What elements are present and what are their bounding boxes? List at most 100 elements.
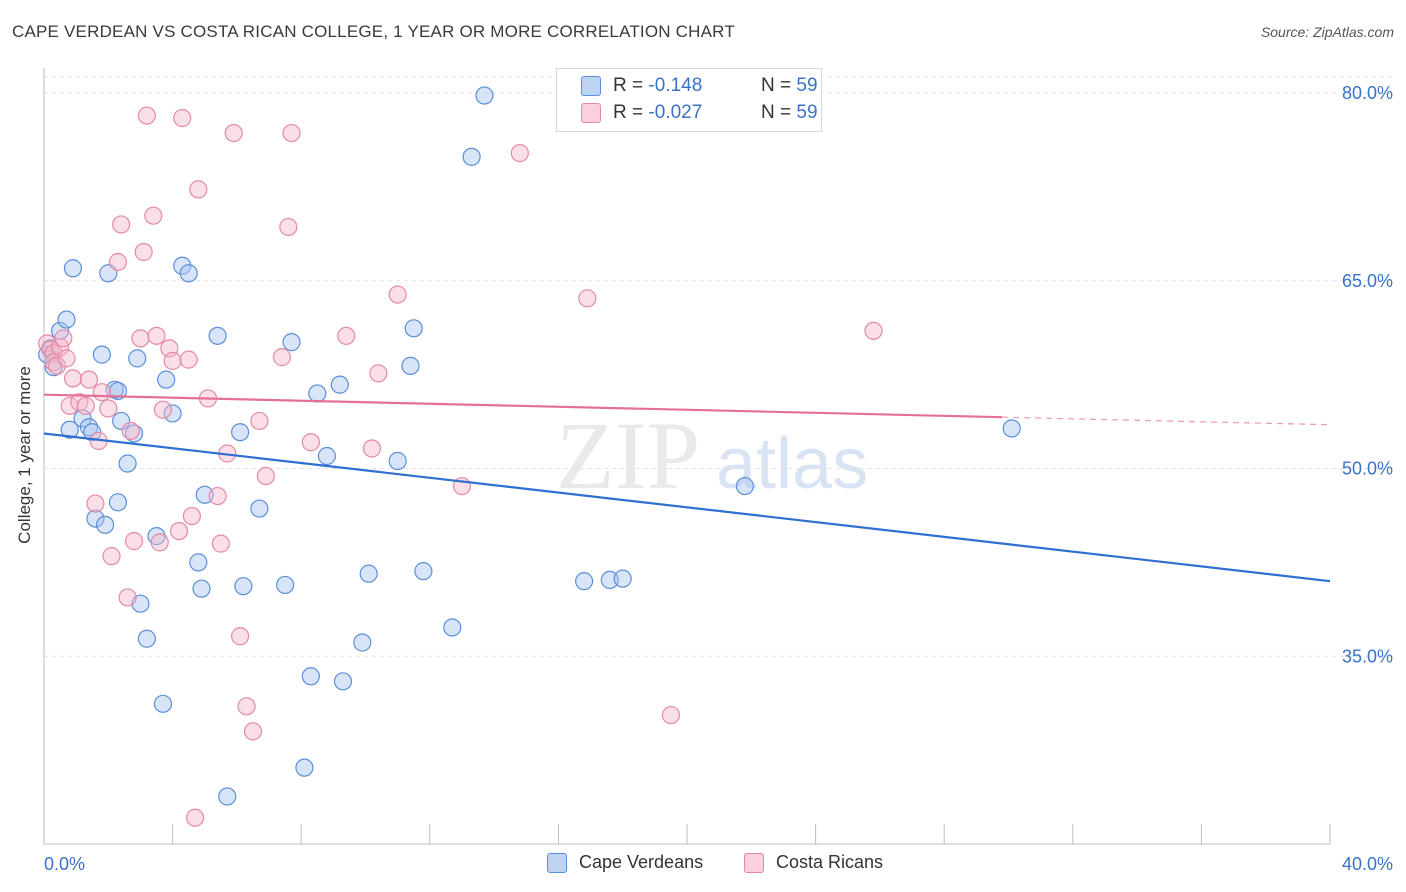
- costa-rican-point: [102, 547, 121, 566]
- costa-rican-point: [118, 588, 137, 607]
- blue-swatch-icon: [581, 76, 601, 96]
- cape-verdean-point: [108, 493, 128, 512]
- cape-verdean-point: [388, 451, 407, 471]
- costa-rican-point: [47, 356, 66, 375]
- cape-verdean-point: [208, 326, 227, 345]
- cape-verdean-point: [173, 256, 192, 275]
- costa-rican-point: [79, 370, 99, 389]
- y-tick-label: 80.0%: [1342, 83, 1393, 103]
- y-axis-label: College, 1 year or more: [15, 366, 34, 544]
- r-label: R =: [613, 102, 644, 123]
- x-tick-label: 0.0%: [44, 854, 85, 874]
- cape-verdean-point: [163, 404, 182, 423]
- blue-swatch-icon: [547, 852, 567, 873]
- n-value: 59: [796, 102, 818, 123]
- costa-rican-point: [186, 808, 205, 827]
- r-value: -0.148: [648, 75, 703, 96]
- cape-verdean-point: [575, 572, 594, 591]
- cape-verdean-point: [195, 485, 214, 504]
- costa-rican-trendline: [43, 393, 1003, 419]
- costa-rican-point: [173, 108, 192, 128]
- cape-verdean-point: [189, 553, 208, 572]
- costa-rican-point: [279, 217, 298, 237]
- costa-rican-point: [301, 433, 320, 452]
- n-label: N =: [761, 75, 792, 96]
- cape-verdean-point: [613, 569, 632, 588]
- cape-verdean-point: [333, 672, 353, 691]
- legend-label: Cape Verdeans: [579, 852, 704, 872]
- series-legend: Cape Verdeans Costa Ricans: [0, 852, 1406, 876]
- costa-rican-point: [63, 369, 83, 388]
- costa-rican-point: [362, 439, 382, 458]
- cape-verdean-point: [112, 411, 131, 431]
- costa-rican-point: [388, 285, 407, 304]
- cape-verdean-point: [86, 509, 105, 528]
- cape-verdean-point: [108, 381, 128, 401]
- watermark-atlas: atlas: [716, 424, 868, 504]
- watermark-zip: ZIP: [556, 402, 700, 509]
- costa-rican-point: [92, 383, 111, 402]
- costa-rican-point: [131, 329, 150, 348]
- costa-rican-point: [243, 722, 263, 741]
- y-tick-label: 65.0%: [1342, 271, 1393, 291]
- source-credit: Source: ZipAtlas.com: [1260, 24, 1394, 40]
- costa-rican-point: [76, 396, 95, 416]
- y-tick-label: 50.0%: [1342, 459, 1393, 479]
- cape-verdean-point: [282, 333, 301, 352]
- cape-verdean-point: [250, 499, 269, 518]
- legend-item-costa-ricans[interactable]: Costa Ricans: [744, 852, 883, 873]
- costa-rican-point: [108, 252, 128, 272]
- cape-verdean-point: [353, 633, 372, 652]
- costa-rican-point: [147, 326, 166, 345]
- cape-verdean-point: [57, 310, 76, 329]
- cape-verdean-point: [308, 384, 327, 403]
- costa-rican-point: [369, 364, 388, 383]
- costa-rican-point: [208, 486, 227, 506]
- costa-rican-point: [337, 326, 356, 345]
- cape-verdean-point: [124, 424, 144, 443]
- legend-item-cape-verdeans[interactable]: Cape Verdeans: [547, 852, 703, 873]
- correlation-legend: R = -0.148 N = 59 R = -0.027 N = 59: [556, 68, 822, 132]
- costa-rican-point: [57, 349, 76, 368]
- cape-verdean-point: [60, 420, 79, 439]
- costa-rican-point: [144, 206, 163, 225]
- costa-rican-point: [224, 123, 243, 143]
- cape-verdean-point: [600, 570, 619, 590]
- cape-verdean-point: [128, 349, 147, 368]
- costa-rican-point: [153, 400, 173, 419]
- cape-verdean-point: [63, 259, 83, 278]
- cape-verdean-point: [401, 356, 420, 375]
- costa-rican-point: [124, 532, 144, 551]
- costa-rican-point: [54, 329, 73, 348]
- cape-verdean-point: [404, 319, 423, 338]
- cape-verdean-point: [330, 375, 349, 394]
- costa-rican-point: [256, 466, 275, 486]
- cape-verdean-point: [179, 264, 198, 283]
- costa-rican-point: [150, 533, 169, 552]
- cape-verdean-point: [192, 579, 211, 598]
- costa-rican-point: [661, 705, 681, 725]
- costa-rican-point: [237, 697, 256, 716]
- costa-rican-point: [169, 521, 189, 541]
- costa-rican-point: [864, 321, 883, 340]
- cape-verdean-point: [218, 787, 237, 806]
- cape-verdean-point: [1002, 419, 1021, 438]
- costa-rican-point: [211, 534, 230, 553]
- r-value: -0.027: [648, 102, 703, 123]
- costa-rican-point: [134, 242, 153, 262]
- cape-verdean-point: [295, 758, 314, 777]
- cape-verdean-point: [92, 345, 111, 364]
- n-label: N =: [761, 102, 792, 123]
- costa-rican-point: [182, 506, 201, 526]
- cape-verdean-point: [317, 446, 337, 466]
- costa-rican-point: [112, 215, 131, 234]
- legend-label: Costa Ricans: [776, 852, 884, 872]
- costa-rican-point: [250, 411, 269, 431]
- pink-swatch-icon: [744, 852, 764, 873]
- costa-rican-point: [231, 627, 250, 646]
- cape-verdean-point: [301, 667, 320, 686]
- cape-verdean-point: [153, 694, 173, 713]
- costa-rican-point: [510, 144, 529, 163]
- chart-title: CAPE VERDEAN VS COSTA RICAN COLLEGE, 1 Y…: [12, 22, 735, 41]
- y-tick-label: 35.0%: [1342, 646, 1393, 666]
